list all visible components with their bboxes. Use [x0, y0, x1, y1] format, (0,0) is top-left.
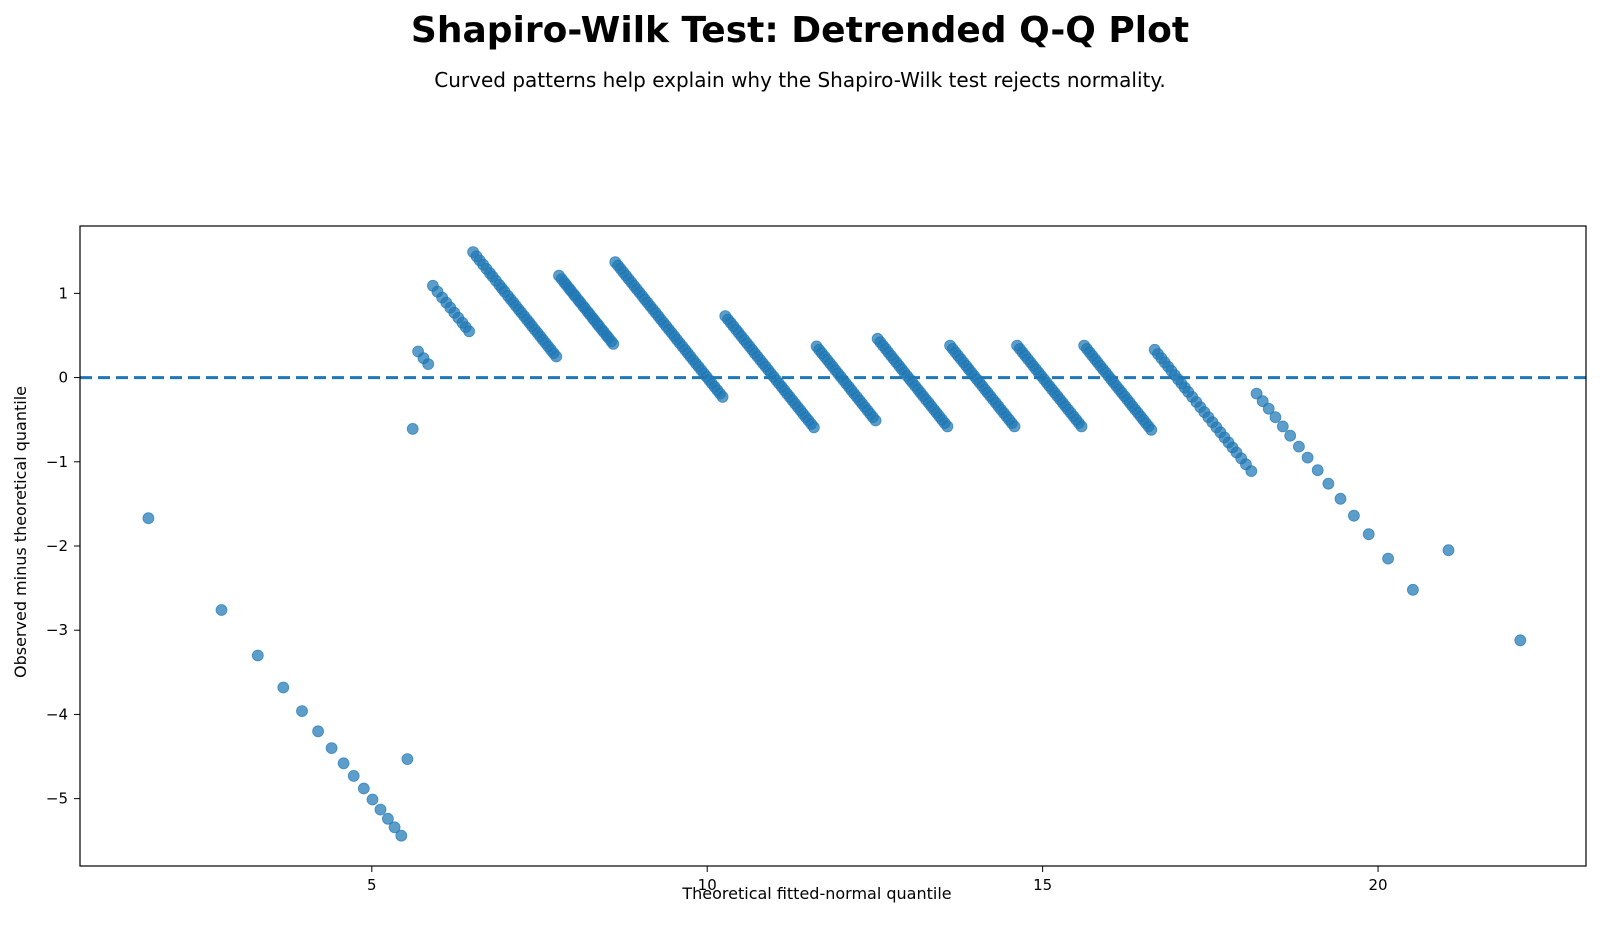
data-point	[312, 725, 325, 738]
data-point	[550, 350, 563, 363]
plot-area-frame	[79, 225, 1587, 867]
data-point	[406, 422, 419, 435]
data-point	[251, 649, 264, 662]
data-point	[374, 803, 387, 816]
x-tick-label: 5	[367, 876, 377, 894]
data-point	[1284, 429, 1297, 442]
x-tick-label: 15	[1033, 876, 1052, 894]
y-tick-label: −3	[46, 621, 68, 639]
x-axis-ticks: 5 10 15 20	[367, 866, 1388, 894]
data-point	[1245, 465, 1258, 478]
data-point	[463, 325, 476, 338]
data-point	[325, 742, 338, 754]
data-point	[277, 681, 290, 694]
data-point	[1262, 402, 1275, 415]
data-point	[422, 358, 435, 371]
x-axis-label: Theoretical fitted-normal quantile	[681, 884, 951, 903]
data-point	[1442, 544, 1455, 557]
data-point	[381, 812, 394, 825]
x-tick-label: 20	[1368, 876, 1387, 894]
data-point	[1075, 420, 1088, 433]
data-point	[1145, 423, 1158, 436]
y-axis-label: Observed minus theoretical quantile	[11, 386, 30, 678]
data-point	[366, 793, 379, 806]
data-point	[808, 421, 820, 434]
data-point	[869, 414, 882, 427]
scatter-points	[142, 246, 1527, 842]
data-point	[347, 770, 360, 782]
data-point	[716, 390, 729, 403]
data-point	[607, 337, 620, 350]
y-tick-label: 0	[58, 369, 68, 387]
data-point	[1348, 509, 1360, 522]
chart-title: Shapiro-Wilk Test: Detrended Q-Q Plot	[411, 10, 1189, 51]
data-point	[296, 705, 308, 717]
y-axis-ticks: 1 0 −1 −2 −3 −4 −5	[46, 284, 80, 808]
data-point	[1311, 464, 1324, 477]
data-point	[1269, 411, 1282, 424]
data-point	[142, 512, 155, 525]
y-tick-label: −1	[46, 453, 68, 471]
data-point	[941, 420, 954, 433]
data-point	[337, 757, 350, 770]
data-point	[1293, 440, 1305, 453]
data-point	[388, 821, 401, 834]
data-point	[215, 604, 228, 616]
y-tick-label: −4	[46, 705, 68, 723]
x-tick-label: 10	[698, 876, 717, 894]
y-tick-label: 1	[58, 284, 68, 302]
data-point	[1334, 492, 1347, 505]
data-point	[1382, 552, 1394, 565]
data-point	[401, 753, 414, 765]
y-tick-label: −5	[46, 790, 68, 808]
data-point	[395, 829, 408, 842]
chart-subtitle: Curved patterns help explain why the Sha…	[434, 68, 1165, 92]
data-point	[1514, 634, 1527, 647]
data-point	[357, 782, 370, 795]
data-point	[1362, 528, 1375, 541]
data-point	[1301, 451, 1314, 464]
data-point	[1322, 477, 1335, 490]
data-point	[1008, 420, 1021, 433]
data-point	[1276, 420, 1289, 433]
y-tick-label: −2	[46, 537, 68, 555]
data-point	[1407, 583, 1419, 596]
